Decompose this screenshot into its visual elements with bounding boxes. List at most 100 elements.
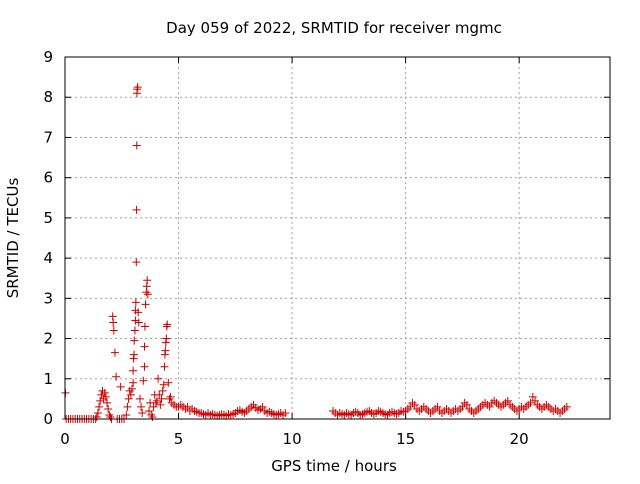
y-tick-label: 4: [43, 249, 53, 267]
y-axis-ticks: 0 1 2 3 4 5 6 7 8 9: [43, 48, 610, 428]
y-tick-label: 7: [43, 128, 53, 146]
data-point: [544, 402, 553, 411]
data-point: [145, 406, 154, 415]
data-point: [155, 390, 164, 399]
data-point: [537, 404, 546, 413]
y-tick-label: 0: [43, 410, 53, 428]
data-point: [140, 362, 149, 371]
data-point: [154, 374, 163, 383]
data-point: [469, 408, 478, 417]
data-point: [131, 298, 140, 307]
data-point: [127, 384, 136, 393]
data-point: [458, 402, 467, 411]
data-point: [360, 408, 369, 417]
data-point: [279, 410, 287, 419]
data-point: [226, 410, 235, 419]
data-point: [181, 404, 190, 413]
data-point: [123, 402, 132, 411]
data-point: [129, 366, 138, 375]
x-tick-label: 20: [510, 430, 529, 448]
data-point: [551, 404, 560, 413]
data-point: [165, 394, 174, 403]
data-point: [164, 378, 173, 387]
data-point: [267, 408, 276, 417]
data-point: [353, 408, 362, 417]
data-point: [143, 276, 152, 285]
data-point: [558, 406, 567, 415]
data-point: [130, 350, 139, 359]
data-point: [116, 382, 125, 391]
data-point: [519, 404, 528, 413]
x-axis-ticks: 0 5 10 15 20: [60, 57, 529, 448]
y-tick-label: 8: [43, 88, 53, 106]
data-point: [426, 408, 435, 417]
data-point: [238, 407, 247, 416]
data-point: [521, 402, 530, 411]
data-point: [408, 398, 417, 407]
data-point: [147, 410, 156, 419]
data-point: [260, 406, 269, 415]
data-point: [138, 408, 147, 417]
data-point: [166, 392, 175, 401]
y-tick-label: 3: [43, 289, 53, 307]
data-point: [197, 408, 206, 417]
data-point: [96, 396, 105, 405]
data-point: [372, 408, 381, 417]
x-tick-label: 5: [174, 430, 184, 448]
data-point: [112, 372, 121, 381]
data-point: [415, 406, 424, 415]
data-point: [256, 404, 265, 413]
data-point: [258, 402, 267, 411]
data-point: [497, 402, 505, 411]
plot-frame: [64, 56, 611, 420]
data-point: [92, 412, 101, 421]
data-point: [344, 410, 353, 419]
data-point: [183, 402, 192, 411]
data-point: [170, 400, 178, 409]
data-point: [453, 406, 462, 415]
data-point: [406, 402, 415, 411]
data-point: [131, 316, 140, 325]
data-point: [542, 400, 551, 409]
data-point: [105, 410, 114, 419]
x-tick-label: 10: [283, 430, 302, 448]
data-point: [460, 398, 469, 407]
data-point: [130, 336, 139, 345]
data-point: [342, 408, 351, 417]
data-point: [104, 404, 113, 413]
data-point: [133, 83, 142, 92]
data-point: [152, 396, 161, 405]
data-point: [428, 406, 437, 415]
data-point: [531, 396, 540, 405]
data-point: [139, 376, 148, 385]
data-point: [328, 406, 337, 415]
data-point: [137, 402, 146, 411]
data-point: [501, 398, 510, 407]
data-point: [141, 300, 150, 309]
chart-title: Day 059 of 2022, SRMTID for receiver mgm…: [166, 19, 502, 37]
data-point: [140, 322, 149, 331]
data-point: [156, 400, 165, 409]
data-point: [447, 408, 456, 417]
data-point: [437, 408, 446, 417]
data-point: [508, 402, 517, 411]
data-point: [462, 400, 471, 409]
data-point: [163, 320, 172, 329]
data-point: [162, 334, 171, 343]
data-point: [490, 396, 499, 405]
data-point: [99, 394, 108, 403]
data-point: [148, 412, 157, 421]
data-point: [199, 410, 208, 419]
data-point: [98, 386, 107, 395]
data-point: [562, 402, 571, 411]
data-point: [483, 400, 492, 409]
data-point: [506, 400, 515, 409]
data-point: [431, 404, 440, 413]
data-points: [61, 83, 571, 423]
data-point: [129, 378, 138, 387]
data-point: [157, 394, 166, 403]
data-point: [528, 392, 537, 401]
x-tick-label: 0: [60, 430, 70, 448]
data-point: [556, 408, 565, 417]
data-point: [274, 410, 283, 419]
